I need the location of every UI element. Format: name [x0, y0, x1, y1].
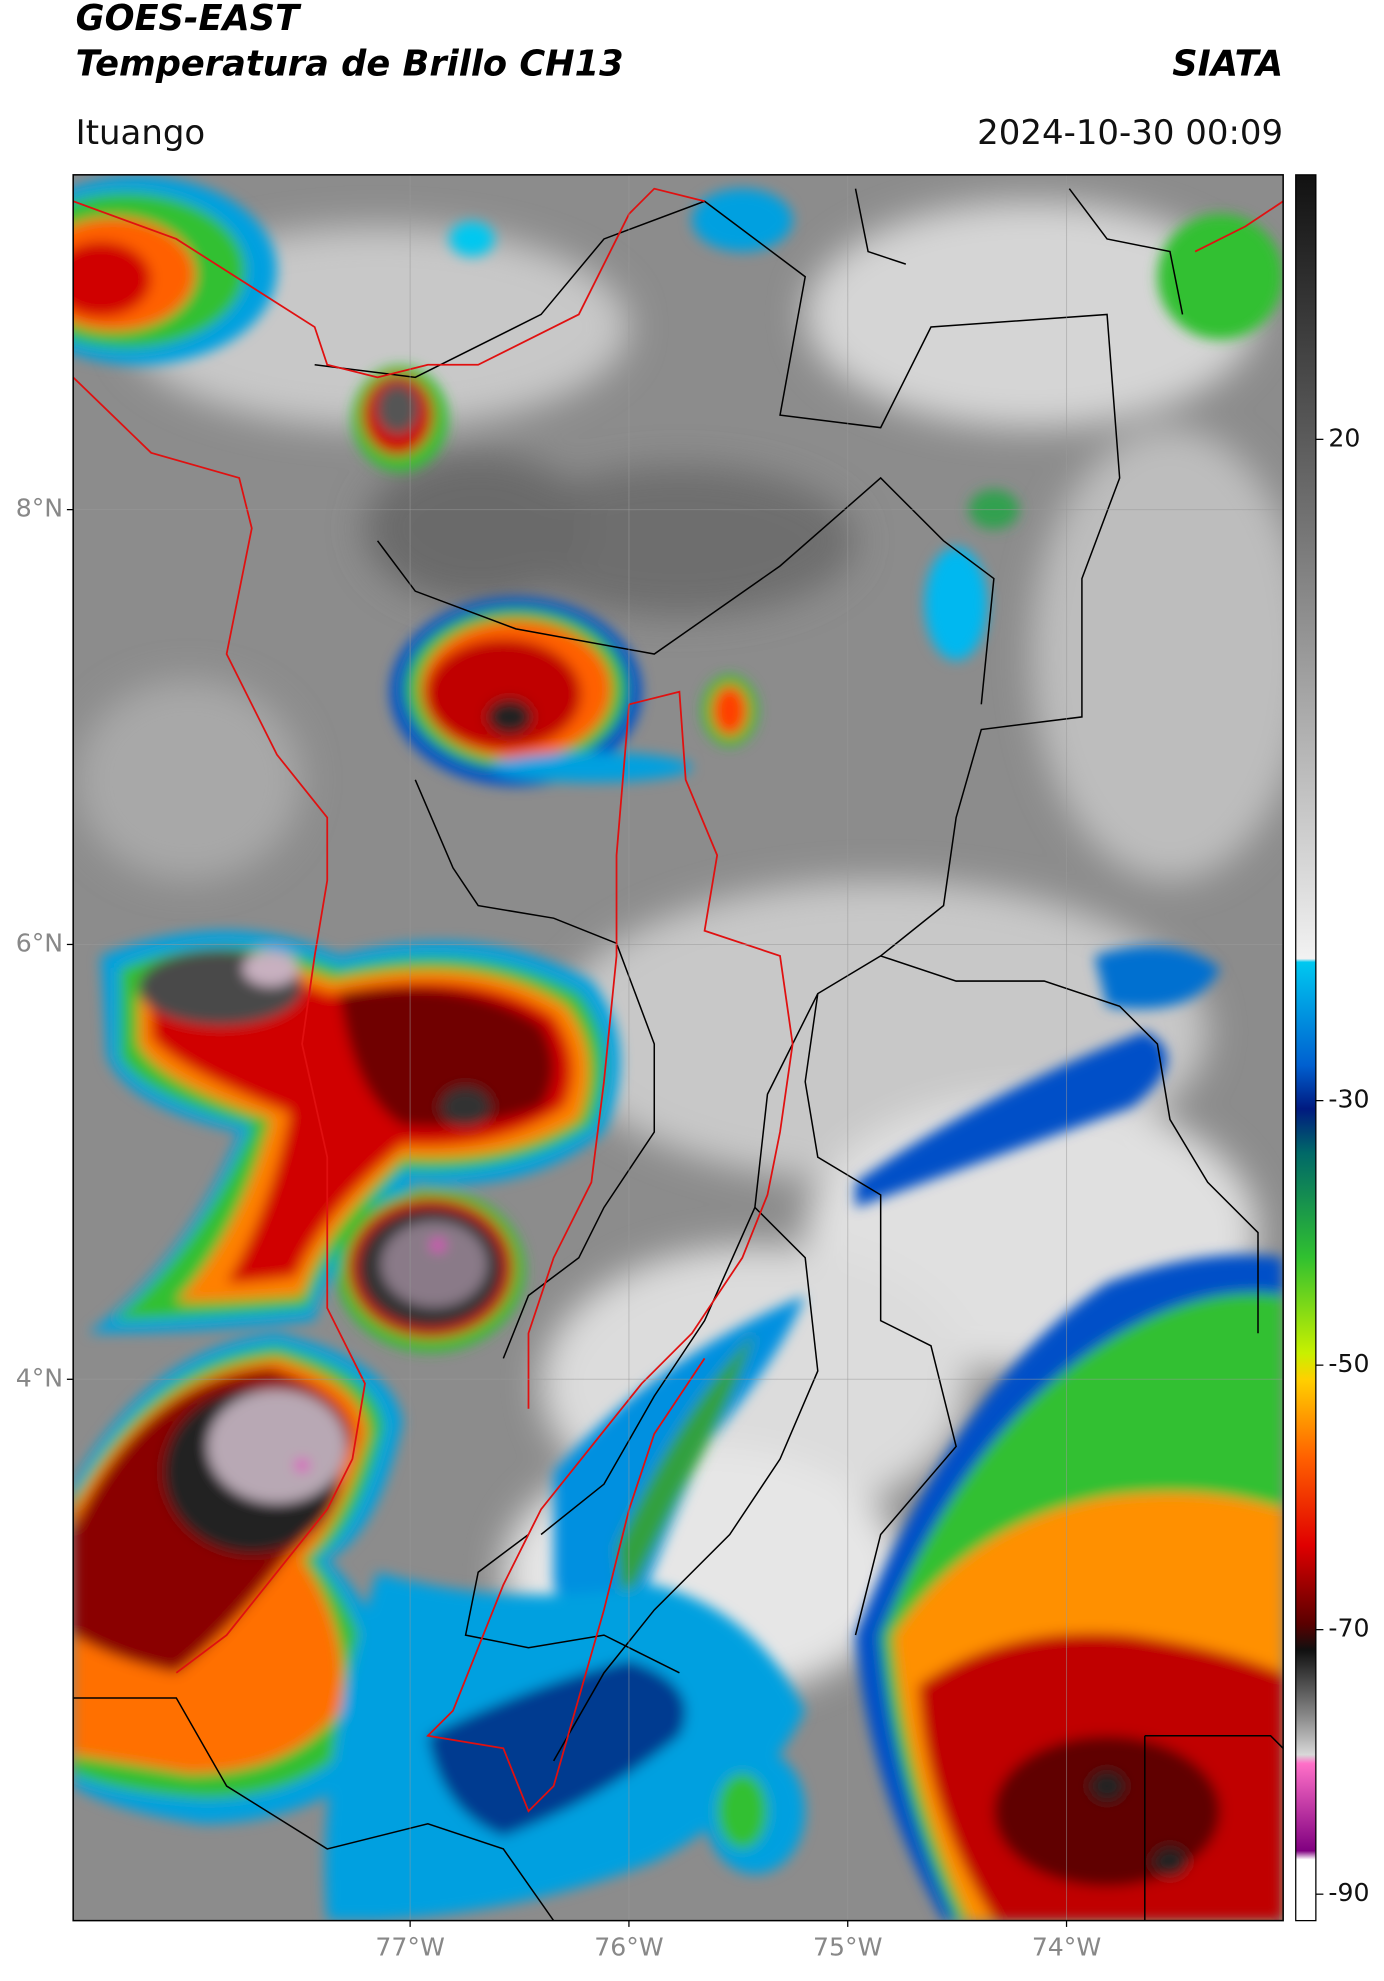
satellite-image [73, 174, 1284, 1921]
graticule [73, 174, 1284, 1921]
tick-layer: 77°W 76°W 75°W 74°W 8°N 6°N 4°N 20 -30 -50 -70 -90 [16, 423, 1370, 1961]
colorbar-tick-label: 20 [1328, 423, 1360, 452]
map-frame [72, 174, 1284, 1922]
title: GOES-EAST [76, 0, 302, 39]
subtitle: Temperatura de Brillo CH13 [76, 43, 624, 84]
lat-tick-label: 6°N [16, 928, 63, 957]
lon-tick-label: 77°W [375, 1932, 445, 1961]
lat-tick-label: 8°N [16, 494, 63, 523]
colorbar-tick-label: -50 [1328, 1349, 1369, 1378]
colorbar [1295, 174, 1317, 1922]
colorbar-tick-label: -70 [1328, 1614, 1369, 1643]
agency: SIATA [1172, 43, 1283, 84]
lat-tick-label: 4°N [16, 1363, 63, 1392]
region: Ituango [76, 113, 206, 153]
timestamp: 2024-10-30 00:09 [977, 113, 1283, 153]
colorbar-tick-label: -30 [1328, 1085, 1369, 1114]
lon-tick-label: 76°W [594, 1932, 664, 1961]
lon-tick-label: 75°W [813, 1932, 883, 1961]
colorbar-tick-label: -90 [1328, 1878, 1369, 1907]
lon-tick-label: 74°W [1032, 1932, 1102, 1961]
